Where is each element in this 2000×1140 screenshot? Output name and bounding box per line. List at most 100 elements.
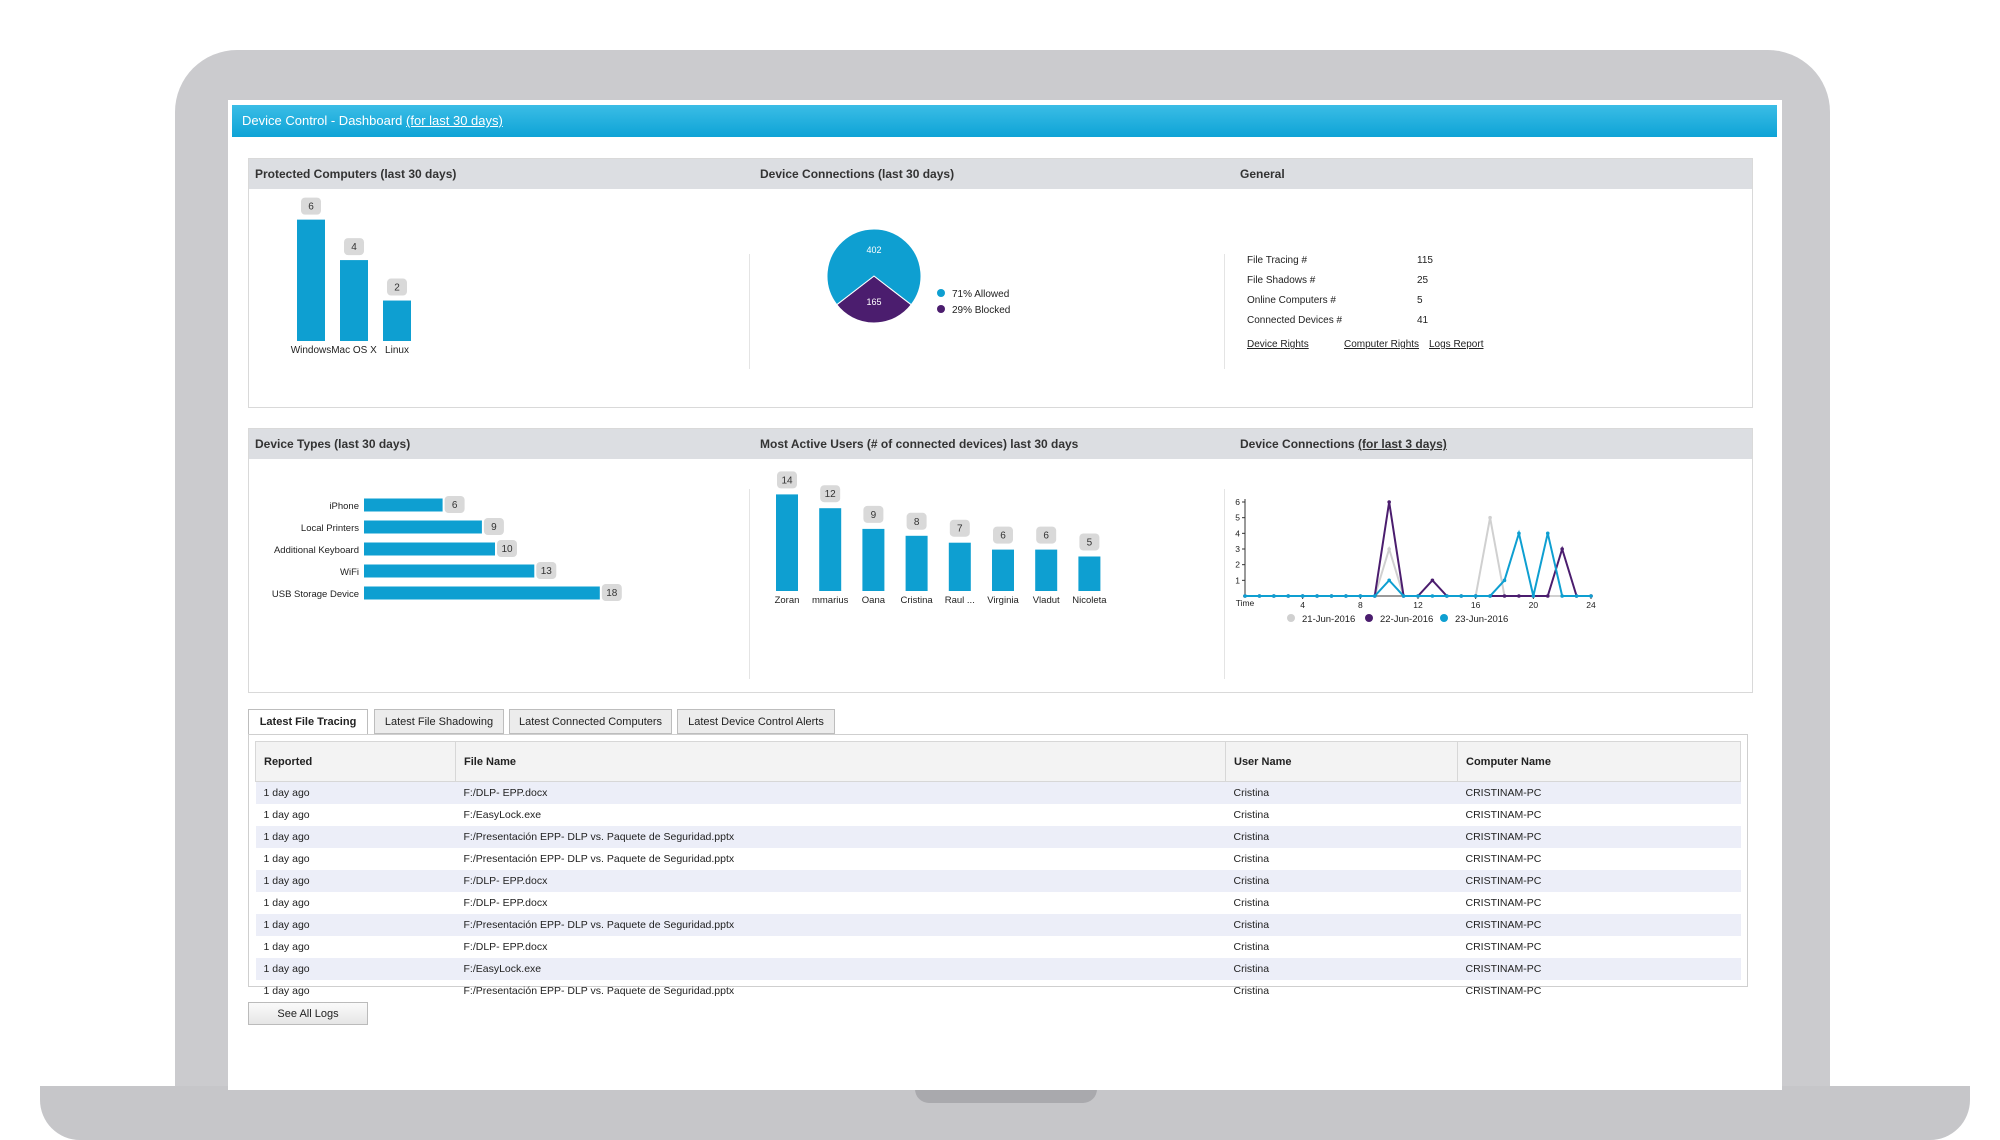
table-cell: 1 day ago [263, 941, 310, 953]
series-line [1245, 517, 1591, 597]
tab-latest-device-control-alerts[interactable]: Latest Device Control Alerts [677, 709, 835, 734]
value-label: 12 [825, 489, 837, 500]
column-header-reported[interactable]: Reported [255, 741, 456, 782]
general-value: 41 [1417, 315, 1429, 326]
last-3-days-link[interactable]: (for last 3 days) [1358, 437, 1447, 451]
dashboard-title-bar: Device Control - Dashboard (for last 30 … [232, 105, 1777, 137]
tab-latest-file-tracing[interactable]: Latest File Tracing [248, 709, 368, 735]
activity-panel-header: Device Types (last 30 days) Most Active … [249, 429, 1752, 459]
table-cell: F:/Presentación EPP- DLP vs. Paquete de … [455, 914, 1226, 936]
x-tick-label: 20 [1529, 600, 1539, 610]
bar [297, 219, 325, 341]
see-all-logs-button[interactable]: See All Logs [248, 1002, 368, 1025]
table-cell: F:/EasyLock.exe [455, 958, 1226, 980]
table-cell: F:/Presentación EPP- DLP vs. Paquete de … [463, 853, 735, 865]
table-cell: CRISTINAM-PC [1465, 853, 1542, 865]
summary-panel: Protected Computers (last 30 days) Devic… [248, 158, 1753, 408]
bar [364, 564, 535, 578]
column-header-user-name[interactable]: User Name [1225, 741, 1458, 782]
column-header-computer-name[interactable]: Computer Name [1457, 741, 1741, 782]
value-bubble [906, 512, 927, 530]
y-tick-label: 3 [1235, 544, 1240, 554]
divider [749, 254, 750, 369]
period-link[interactable]: (for last 30 days) [406, 113, 503, 128]
bar [776, 494, 798, 591]
bar [364, 520, 482, 534]
data-point [1387, 500, 1391, 504]
value-label: 6 [308, 202, 314, 213]
data-point [1243, 594, 1247, 598]
data-point [1488, 594, 1492, 598]
table-cell: F:/DLP- EPP.docx [463, 897, 548, 909]
table-cell: Cristina [1233, 853, 1270, 865]
data-point [1401, 594, 1406, 598]
value-label: 4 [351, 242, 357, 253]
x-tick-label: 4 [1300, 600, 1305, 610]
value-bubble [387, 278, 407, 296]
table-row[interactable]: 1 day ago F:/EasyLock.exe Cristina CRISTINA… [255, 958, 1741, 980]
data-point [1517, 594, 1521, 598]
data-point [1387, 578, 1391, 583]
value-bubble [777, 471, 797, 489]
table-cell: F:/DLP- EPP.docx [455, 781, 1226, 804]
bar [862, 528, 885, 591]
table-cell: 1 day ago [255, 958, 456, 980]
column-header-file-name[interactable]: File Name [455, 741, 1226, 782]
table-row[interactable]: 1 day ago F:/DLP- EPP.docx Cristina CRISTIN… [256, 892, 1741, 914]
bar [948, 542, 971, 591]
data-point [1488, 515, 1492, 520]
bar [364, 586, 600, 600]
category-label: mmarius [812, 595, 849, 606]
value-bubble [483, 518, 504, 535]
table-row[interactable]: 1 day ago F:/Presentación EPP- DLP vs. Pa… [256, 848, 1741, 870]
category-label: Additional Keyboard [274, 545, 359, 556]
data-point [1517, 531, 1521, 536]
data-point [1473, 594, 1478, 598]
data-point [1358, 594, 1363, 598]
table-cell: Cristina [1233, 809, 1270, 821]
y-tick-label: 4 [1235, 528, 1240, 538]
bar [1078, 556, 1101, 591]
value-bubble [536, 562, 557, 579]
table-row[interactable]: 1 day ago F:/DLP- EPP.docx Cristina CRISTIN… [255, 781, 1741, 804]
data-point [1300, 594, 1305, 598]
value-label: 9 [871, 510, 877, 521]
table-cell: CRISTINAM-PC [1465, 941, 1542, 953]
data-point [1315, 594, 1319, 598]
value-bubble [497, 540, 517, 557]
general-label: Online Computers # [1247, 295, 1336, 306]
series-line [1245, 529, 1591, 597]
category-label: Cristina [900, 595, 933, 606]
category-label: WiFi [340, 567, 359, 578]
tab-latest-connected-computers[interactable]: Latest Connected Computers [509, 709, 672, 734]
pie-slice [836, 275, 912, 324]
x-tick-label: 16 [1471, 600, 1481, 610]
data-point [1430, 578, 1435, 583]
logs-report-link[interactable]: Logs Report [1429, 339, 1484, 350]
table-cell: CRISTINAM-PC [1457, 870, 1741, 892]
value-label: 6 [1043, 531, 1049, 542]
table-row[interactable]: 1 day ago F:/DLP- EPP.docx Cristina CRISTIN… [255, 870, 1741, 892]
tab-latest-file-shadowing[interactable]: Latest File Shadowing [374, 709, 504, 734]
table-cell: CRISTINAM-PC [1457, 826, 1741, 848]
value-bubble [344, 238, 364, 256]
table-row[interactable]: 1 day ago F:/Presentación EPP- DLP vs. Pa… [256, 980, 1741, 1002]
legend-label: 21-Jun-2016 [1302, 614, 1355, 625]
category-label: Nicoleta [1072, 595, 1107, 606]
device-rights-link[interactable]: Device Rights [1247, 339, 1309, 350]
category-label: Raul ... [945, 595, 975, 606]
table-cell: Cristina [1225, 870, 1458, 892]
bar [905, 535, 928, 591]
value-label: 2 [394, 283, 400, 294]
table-row[interactable]: 1 day ago F:/DLP- EPP.docx Cristina CRISTIN… [256, 936, 1741, 958]
table-cell: Cristina [1225, 826, 1458, 848]
data-point [1329, 594, 1334, 598]
table-cell: Cristina [1233, 897, 1270, 909]
category-label: iPhone [329, 501, 359, 512]
table-row[interactable]: 1 day ago F:/Presentación EPP- DLP vs. Pa… [255, 826, 1741, 848]
table-cell: CRISTINAM-PC [1457, 958, 1741, 980]
computer-rights-link[interactable]: Computer Rights [1344, 339, 1420, 350]
table-row[interactable]: 1 day ago F:/EasyLock.exe Cristina CRISTINA… [256, 804, 1741, 826]
value-label: 14 [781, 475, 793, 486]
table-row[interactable]: 1 day ago F:/Presentación EPP- DLP vs. Pa… [255, 914, 1741, 936]
